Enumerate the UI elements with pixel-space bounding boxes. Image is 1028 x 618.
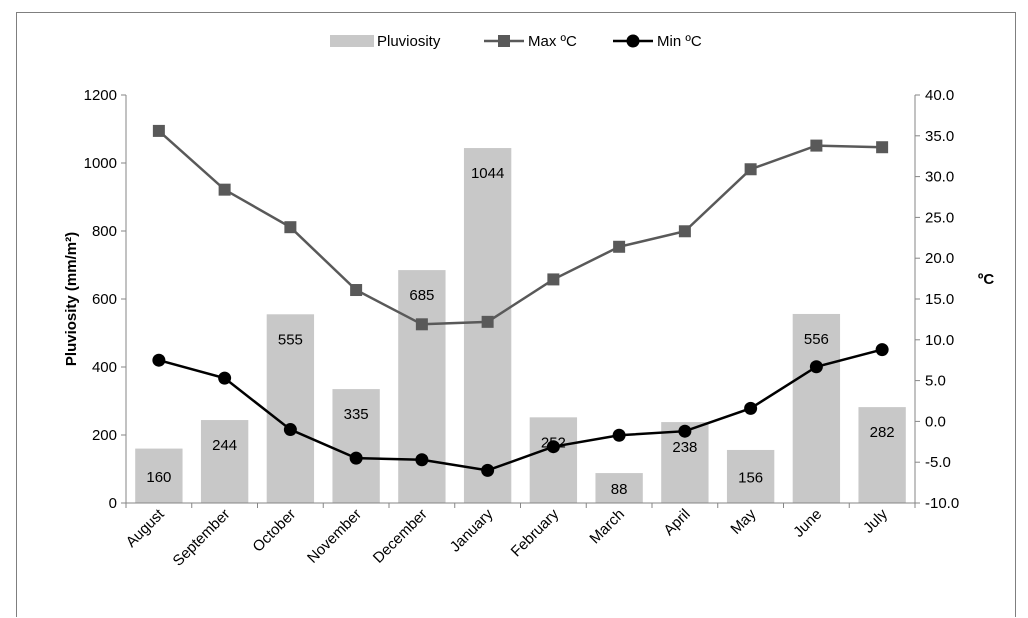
bar-data-label-7: 88 bbox=[611, 481, 628, 498]
line-1-marker-11 bbox=[875, 343, 889, 357]
y-right-tick-label-0: -10.0 bbox=[925, 495, 959, 512]
line-0-marker-10 bbox=[810, 139, 823, 152]
y-left-tick-label-4: 800 bbox=[92, 223, 117, 240]
bar-data-label-1: 244 bbox=[212, 437, 237, 454]
line-0 bbox=[158, 129, 883, 326]
line-0-marker-11 bbox=[876, 141, 889, 154]
line-0-marker-3 bbox=[350, 284, 363, 297]
line-0-marker-1 bbox=[218, 183, 231, 196]
line-1 bbox=[158, 348, 883, 472]
line-1-marker-10 bbox=[809, 360, 823, 374]
line-1-marker-4 bbox=[415, 453, 429, 467]
data-labels: 160 244 555 335 685 1044 252 88 238 156 556 282 bbox=[146, 165, 894, 498]
bar-data-label-2: 555 bbox=[278, 331, 303, 348]
bar-data-label-0: 160 bbox=[146, 469, 171, 486]
legend: Pluviosity Max ºC Min ºC bbox=[330, 33, 702, 50]
line-0-marker-7 bbox=[613, 240, 626, 253]
legend-label-0: Max ºC bbox=[528, 33, 577, 50]
legend-swatch-bar bbox=[330, 35, 374, 47]
chart-frame: Pluviosity Max ºC Min ºC 0 200 400 600 800 1000… bbox=[16, 12, 1016, 617]
y-right-tick-label-10: 40.0 bbox=[925, 87, 954, 104]
line-1-marker-3 bbox=[349, 451, 363, 465]
line-series bbox=[152, 124, 889, 477]
line-0-marker-9 bbox=[744, 163, 757, 176]
line-1-marker-2 bbox=[283, 423, 297, 437]
bar-10 bbox=[792, 313, 841, 503]
bar-6 bbox=[529, 417, 578, 503]
y-right-tick-label-6: 20.0 bbox=[925, 250, 954, 267]
y-left-tick-label-1: 200 bbox=[92, 427, 117, 444]
line-0-marker-2 bbox=[284, 221, 297, 234]
bar-0 bbox=[135, 448, 183, 503]
bar-11 bbox=[858, 407, 906, 503]
x-category-label-11: July bbox=[860, 505, 891, 536]
legend-label-1: Min ºC bbox=[657, 33, 702, 50]
bar-data-label-9: 156 bbox=[738, 469, 763, 486]
combo-chart: Pluviosity Max ºC Min ºC 0 200 400 600 800 1000… bbox=[63, 33, 994, 570]
x-category-label-2: October bbox=[249, 506, 299, 556]
x-category-label-0: August bbox=[123, 505, 169, 551]
y-right-tick-label-2: 0.0 bbox=[925, 413, 946, 430]
y-right-tick-label-7: 25.0 bbox=[925, 209, 954, 226]
y-left-tick-label-0: 0 bbox=[109, 495, 117, 512]
line-1-marker-9 bbox=[744, 401, 758, 415]
line-1-marker-7 bbox=[612, 428, 626, 442]
y-axis-left-title: Pluviosity (mm/m²) bbox=[63, 232, 80, 366]
bar-series bbox=[135, 148, 906, 504]
y-axis-right-title: ºC bbox=[978, 271, 994, 288]
y-right-tick-label-9: 35.0 bbox=[925, 128, 954, 145]
y-right-tick-label-3: 5.0 bbox=[925, 373, 946, 390]
bar-3 bbox=[332, 389, 380, 503]
line-1-marker-5 bbox=[481, 463, 495, 477]
line-1-marker-1 bbox=[218, 371, 232, 385]
x-category-label-9: May bbox=[727, 505, 759, 537]
y-left-tick-label-5: 1000 bbox=[84, 155, 117, 172]
y-right-tick-label-8: 30.0 bbox=[925, 169, 954, 186]
y-right-tick-label-5: 15.0 bbox=[925, 291, 954, 308]
legend-marker-1 bbox=[626, 34, 640, 48]
line-0-marker-4 bbox=[415, 318, 428, 331]
x-category-label-5: January bbox=[447, 505, 497, 555]
x-category-label-8: April bbox=[660, 506, 693, 539]
legend-marker-0 bbox=[498, 35, 510, 47]
line-1-marker-8 bbox=[678, 424, 692, 438]
y-right-tick-label-1: -5.0 bbox=[925, 454, 951, 471]
bar-data-label-4: 685 bbox=[409, 287, 434, 304]
x-category-label-10: June bbox=[790, 506, 825, 541]
line-0-marker-6 bbox=[547, 273, 560, 286]
bar-data-label-8: 238 bbox=[672, 439, 697, 456]
line-1-marker-0 bbox=[152, 353, 166, 367]
bar-4 bbox=[398, 270, 446, 503]
bar-2 bbox=[266, 314, 315, 503]
bar-data-label-3: 335 bbox=[344, 406, 369, 423]
bar-1 bbox=[200, 420, 249, 503]
line-1-marker-6 bbox=[546, 440, 560, 454]
x-category-label-7: March bbox=[586, 506, 627, 547]
line-0-marker-8 bbox=[678, 225, 691, 238]
y-left-tick-label-6: 1200 bbox=[84, 87, 117, 104]
y-left-tick-label-3: 600 bbox=[92, 291, 117, 308]
bar-9 bbox=[726, 449, 775, 503]
bar-data-label-11: 282 bbox=[870, 424, 895, 441]
x-category-label-4: December bbox=[370, 506, 431, 567]
line-0-marker-5 bbox=[481, 315, 494, 328]
x-category-label-6: February bbox=[508, 505, 563, 560]
bar-data-label-5: 1044 bbox=[471, 165, 504, 182]
bar-7 bbox=[595, 473, 643, 503]
bar-data-label-10: 556 bbox=[804, 331, 829, 348]
y-right-tick-label-4: 10.0 bbox=[925, 332, 954, 349]
legend-label-bar: Pluviosity bbox=[377, 33, 441, 50]
x-category-label-1: September bbox=[170, 506, 234, 570]
x-category-label-3: November bbox=[304, 506, 365, 567]
line-0-marker-0 bbox=[152, 124, 165, 137]
bar-data-label-6: 252 bbox=[541, 434, 566, 451]
y-left-tick-label-2: 400 bbox=[92, 359, 117, 376]
